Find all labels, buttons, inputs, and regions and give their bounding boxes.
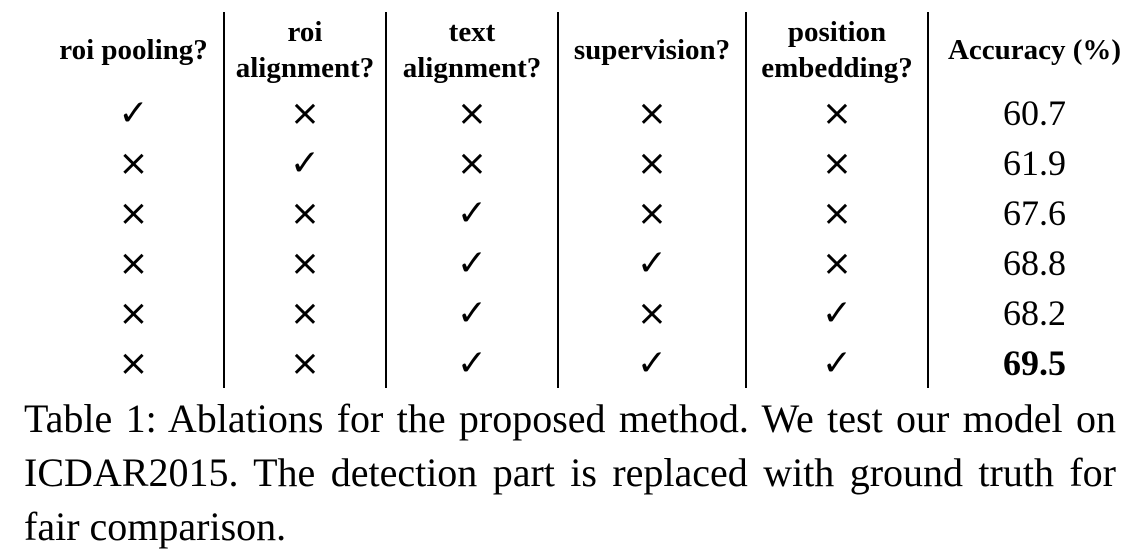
table-row: × × ✓ ✓ × 68.8 [44,238,1140,288]
header-roi-pooling: roi pooling? [44,12,225,88]
cross-mark-icon-roi-alignment: × [224,338,387,388]
cross-mark-icon-roi-alignment: × [224,288,387,338]
header-line: supervision? [573,34,731,66]
accuracy-value: 68.8 [1003,243,1066,283]
cross-mark-icon-supervision: × [558,288,747,338]
check-mark-icon-roi-alignment: ✓ [224,138,387,188]
table-row: × × ✓ × ✓ 68.2 [44,288,1140,338]
header-accuracy: Accuracy (%) [928,12,1140,88]
header-line: text [448,16,496,48]
check-mark-icon-text-alignment: ✓ [386,238,559,288]
check-mark-icon-position-embedding: ✓ [746,338,929,388]
accuracy-value: 67.6 [1003,193,1066,233]
header-line: Accuracy (%) [947,34,1122,66]
header-line: roi [287,16,323,48]
table-header-row: roi pooling? roi alignment? text alignme… [44,12,1140,88]
ablation-table-region: roi pooling? roi alignment? text alignme… [44,12,1140,388]
cross-mark-icon-supervision: × [558,138,747,188]
header-roi-alignment: roi alignment? [224,12,387,88]
cross-mark-icon-supervision: × [558,188,747,238]
header-line: embedding? [761,52,913,84]
accuracy-value: 68.2 [1003,293,1066,333]
check-mark-icon-text-alignment: ✓ [386,338,559,388]
cross-mark-icon-roi-pooling: × [44,288,225,338]
cross-mark-icon-position-embedding: × [746,88,929,138]
cross-mark-icon-roi-pooling: × [44,238,225,288]
table-row: × × ✓ × × 67.6 [44,188,1140,238]
accuracy-value: 69.5 [1003,343,1066,383]
cross-mark-icon-text-alignment: × [386,88,559,138]
ablation-table: roi pooling? roi alignment? text alignme… [44,12,1140,388]
header-text-alignment: text alignment? [386,12,559,88]
table-row: × ✓ × × × 61.9 [44,138,1140,188]
cross-mark-icon-roi-pooling: × [44,138,225,188]
header-line: roi pooling? [59,34,208,66]
table-caption: Table 1: Ablations for the proposed meth… [24,396,1116,549]
check-mark-icon-roi-pooling: ✓ [44,88,225,138]
header-supervision: supervision? [558,12,747,88]
cross-mark-icon-roi-pooling: × [44,338,225,388]
header-position-embedding: position embedding? [746,12,929,88]
cross-mark-icon-roi-pooling: × [44,188,225,238]
check-mark-icon-supervision: ✓ [558,338,747,388]
header-line: alignment? [235,52,375,84]
header-line: alignment? [402,52,542,84]
check-mark-icon-text-alignment: ✓ [386,188,559,238]
cross-mark-icon-roi-alignment: × [224,88,387,138]
cross-mark-icon-position-embedding: × [746,188,929,238]
check-mark-icon-position-embedding: ✓ [746,288,929,338]
accuracy-value: 61.9 [1003,143,1066,183]
header-line: position [787,16,887,48]
cross-mark-icon-roi-alignment: × [224,188,387,238]
cross-mark-icon-text-alignment: × [386,138,559,188]
cross-mark-icon-position-embedding: × [746,138,929,188]
cross-mark-icon-position-embedding: × [746,238,929,288]
check-mark-icon-text-alignment: ✓ [386,288,559,338]
cross-mark-icon-roi-alignment: × [224,238,387,288]
table-row: ✓ × × × × 60.7 [44,88,1140,138]
cross-mark-icon-supervision: × [558,88,747,138]
table-body: ✓ × × × × 60.7 × ✓ × × × 61.9 × × ✓ × × 67.6 × × ✓ ✓ × 68.8 × × ✓ ×… [44,88,1140,388]
accuracy-value: 60.7 [1003,93,1066,133]
table-row: × × ✓ ✓ ✓ 69.5 [44,338,1140,388]
check-mark-icon-supervision: ✓ [558,238,747,288]
